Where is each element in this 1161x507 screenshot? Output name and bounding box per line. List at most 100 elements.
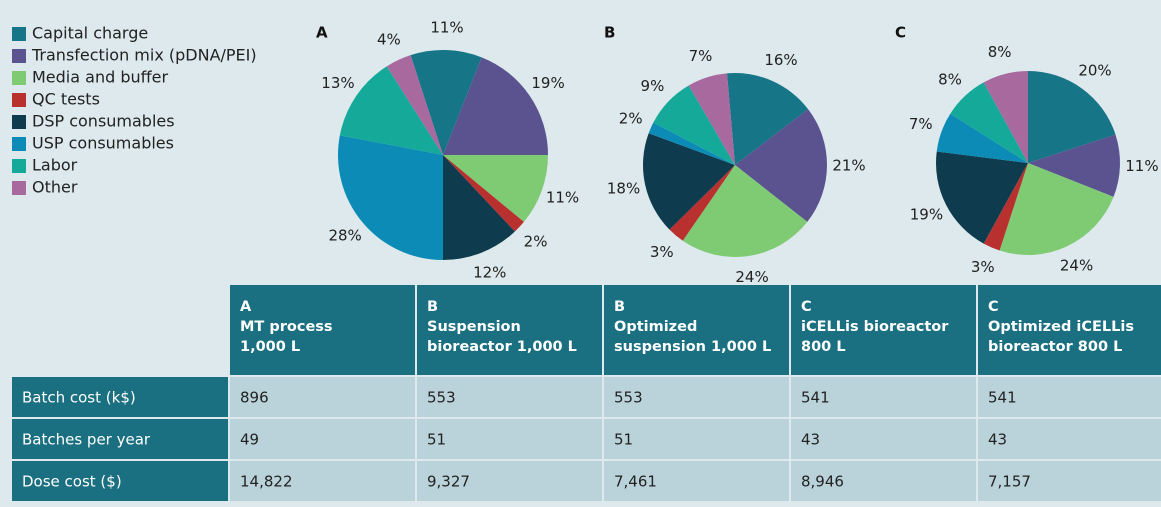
pie-slice <box>653 85 735 165</box>
table-cell <box>978 419 1161 459</box>
pie-slice <box>443 155 548 222</box>
pie-slice <box>726 73 809 165</box>
table-cell <box>417 377 602 417</box>
legend-swatch <box>12 49 26 63</box>
pie-slice <box>999 163 1114 256</box>
table-cell <box>604 461 789 501</box>
pie-slice <box>669 165 735 241</box>
table-cell <box>230 461 415 501</box>
legend-label: USP consumables <box>32 134 174 153</box>
pie-label: 3% <box>971 258 995 276</box>
header-text: B <box>614 299 625 315</box>
pie-title: B <box>604 24 615 42</box>
header-text: Suspension <box>427 319 521 335</box>
pie-title: C <box>895 24 906 42</box>
row-label: Dose cost ($) <box>22 473 122 491</box>
table-cell <box>604 377 789 417</box>
header-text: 800 L <box>801 339 846 355</box>
header-text: 1,000 L <box>240 339 300 355</box>
cell-text: 553 <box>427 389 456 407</box>
pie-slice <box>338 135 443 260</box>
cell-text: 7,157 <box>988 473 1031 491</box>
table-cell <box>978 377 1161 417</box>
table-cell <box>230 419 415 459</box>
header-text: B <box>427 299 438 315</box>
pie-label: 20% <box>1078 61 1111 79</box>
pie-label: 8% <box>938 70 962 88</box>
pie-label: 7% <box>909 115 933 133</box>
legend-label: Other <box>32 178 78 197</box>
pie-slice <box>1028 71 1116 163</box>
pie-label: 11% <box>430 19 463 37</box>
header-text: bioreactor 800 L <box>988 339 1122 355</box>
legend-label: Transfection mix (pDNA/PEI) <box>31 46 257 65</box>
cell-text: 51 <box>427 431 446 449</box>
legend-swatch <box>12 93 26 107</box>
pie-slice <box>950 82 1028 163</box>
header-text: iCELLis bioreactor <box>801 319 949 335</box>
pie-label: 21% <box>832 156 865 174</box>
cell-text: 7,461 <box>614 473 657 491</box>
cell-text: 541 <box>801 389 830 407</box>
pie-slice <box>642 133 735 230</box>
pie-label: 3% <box>650 243 674 261</box>
cell-text: 541 <box>988 389 1017 407</box>
cell-text: 14,822 <box>240 473 293 491</box>
header-cell <box>417 285 602 375</box>
cell-text: 896 <box>240 389 269 407</box>
header-cell <box>978 285 1161 375</box>
header-text: C <box>801 299 812 315</box>
pie-title: A <box>316 24 328 42</box>
pie-slice <box>648 122 735 165</box>
pie-slice <box>339 66 443 155</box>
header-cell <box>230 285 415 375</box>
pie-slice <box>386 55 443 155</box>
table-cell <box>417 419 602 459</box>
legend-swatch <box>12 159 26 173</box>
legend-swatch <box>12 137 26 151</box>
table-cell <box>791 377 976 417</box>
pie-slice <box>443 155 515 260</box>
header-text: MT process <box>240 319 333 335</box>
pie-label: 19% <box>531 74 564 92</box>
legend-label: QC tests <box>32 90 100 109</box>
legend-label: Media and buffer <box>32 68 168 87</box>
table-cell <box>791 461 976 501</box>
row-label: Batches per year <box>22 431 151 449</box>
row-label: Batch cost (k$) <box>22 389 136 407</box>
cell-text: 553 <box>614 389 643 407</box>
table-cell <box>230 377 415 417</box>
cell-text: 43 <box>988 431 1007 449</box>
pie-slice <box>688 73 735 165</box>
table-cell <box>604 419 789 459</box>
pie-slice <box>936 151 1028 244</box>
cell-text: 8,946 <box>801 473 844 491</box>
pie-label: 8% <box>988 43 1012 61</box>
pie-label: 11% <box>1125 157 1158 175</box>
pie-label: 4% <box>377 31 401 49</box>
pie-label: 16% <box>764 51 797 69</box>
pie-label: 12% <box>473 264 506 282</box>
pie-slice <box>443 57 549 155</box>
pie-label: 18% <box>607 180 640 198</box>
pie-label: 11% <box>546 189 579 207</box>
pie-slice <box>983 163 1028 251</box>
pie-label: 2% <box>619 109 643 127</box>
pie-slice <box>410 49 482 155</box>
pie-slice <box>682 165 808 257</box>
pie-slice <box>1028 134 1120 197</box>
legend-label: Capital charge <box>32 24 148 43</box>
pie-label: 24% <box>1060 257 1093 275</box>
legend-swatch <box>12 27 26 41</box>
legend-label: Labor <box>32 156 78 175</box>
pie-slice <box>735 109 827 222</box>
header-text: Optimized <box>614 319 697 335</box>
row-header-cell <box>12 419 228 459</box>
pie-label: 19% <box>910 205 943 223</box>
legend-swatch <box>12 181 26 195</box>
header-cell <box>791 285 976 375</box>
table-cell <box>791 419 976 459</box>
header-text: C <box>988 299 999 315</box>
header-text: suspension 1,000 L <box>614 339 771 355</box>
